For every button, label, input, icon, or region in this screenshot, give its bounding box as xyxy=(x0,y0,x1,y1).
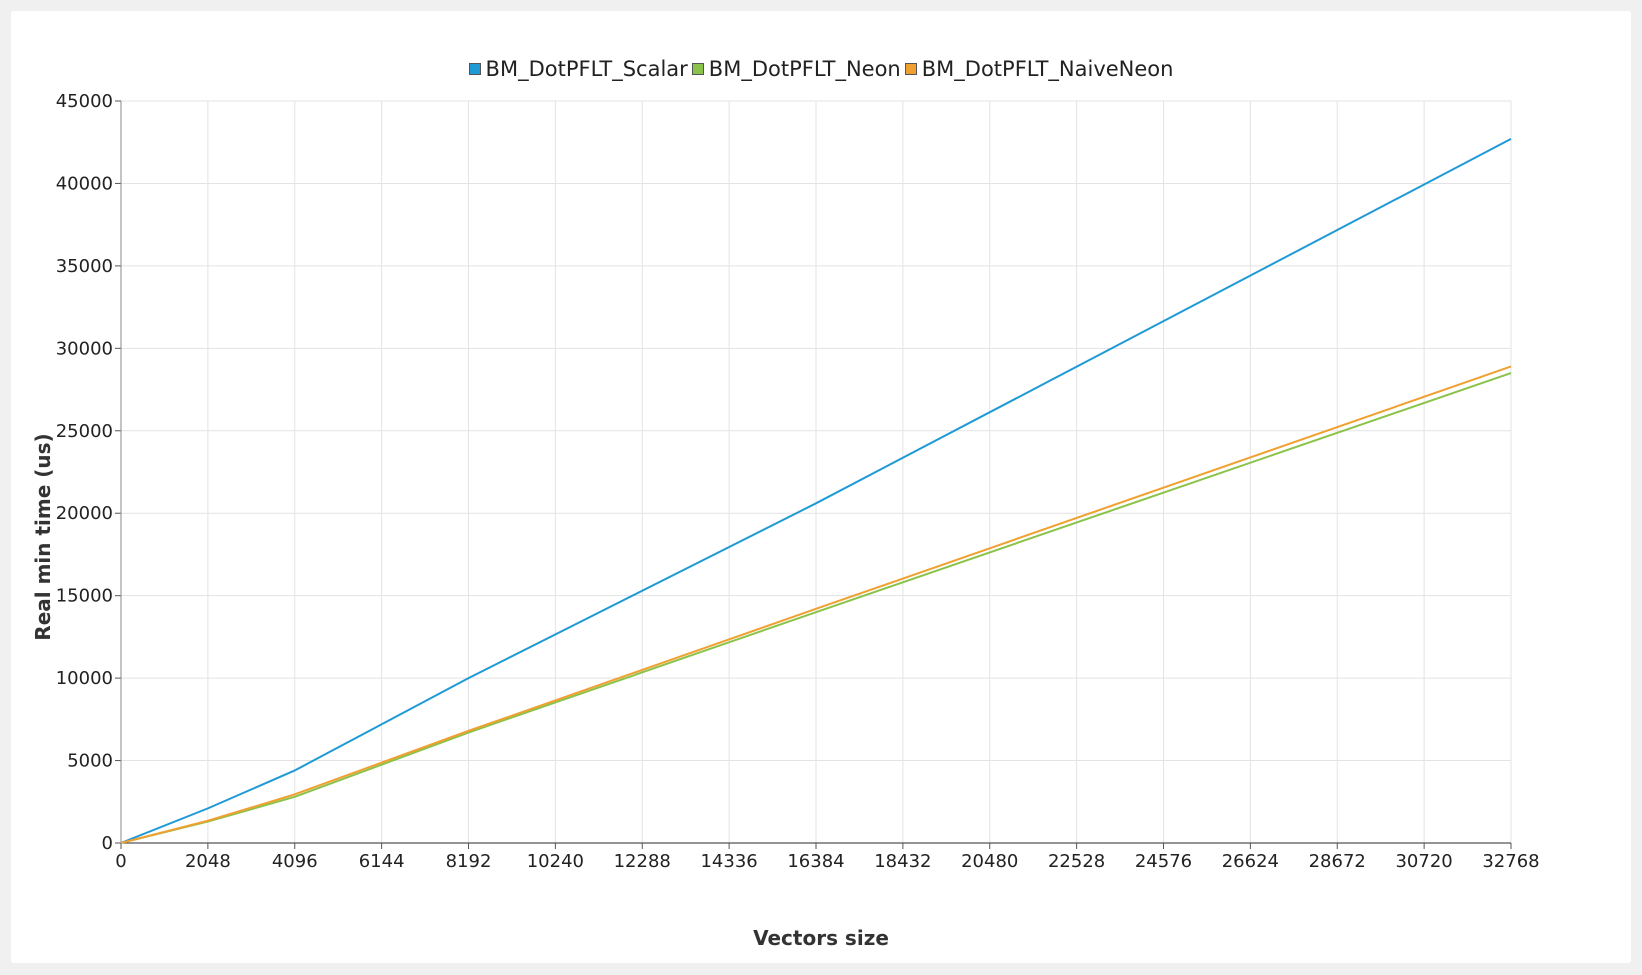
y-tick-label: 20000 xyxy=(56,503,113,524)
x-tick-label: 16384 xyxy=(787,851,844,872)
grid-lines xyxy=(115,100,1512,849)
chart-plot: 0 2048 4096 6144 8192 10240 12288 14336 16384 184… xyxy=(56,91,1540,872)
y-tick-label: 30000 xyxy=(56,338,113,359)
x-tick-label: 14336 xyxy=(700,851,757,872)
y-tick-label: 25000 xyxy=(56,421,113,442)
y-tick-label: 45000 xyxy=(56,91,113,112)
x-tick-label: 0 xyxy=(115,851,126,872)
y-tick-label: 0 xyxy=(102,833,113,854)
x-tick-label: 4096 xyxy=(272,851,318,872)
tick-labels: 0 2048 4096 6144 8192 10240 12288 14336 16384 184… xyxy=(56,91,1540,872)
legend: BM_DotPFLT_Scalar BM_DotPFLT_Neon BM_Dot… xyxy=(11,57,1631,81)
x-tick-label: 18432 xyxy=(874,851,931,872)
x-tick-label: 6144 xyxy=(359,851,405,872)
y-tick-label: 40000 xyxy=(56,173,113,194)
series-line-scalar xyxy=(120,138,1512,844)
y-tick-label: 5000 xyxy=(67,751,113,772)
x-tick-label: 32768 xyxy=(1482,851,1539,872)
legend-item-naive-neon[interactable]: BM_DotPFLT_NaiveNeon xyxy=(904,57,1174,81)
x-axis-label: Vectors size xyxy=(753,926,889,950)
y-tick-label: 35000 xyxy=(56,256,113,277)
y-axis-label-wrap: Real min time (us) xyxy=(25,407,61,667)
legend-label-naive-neon: BM_DotPFLT_NaiveNeon xyxy=(921,57,1174,81)
x-tick-label: 10240 xyxy=(527,851,584,872)
legend-swatch-neon xyxy=(691,63,704,75)
legend-item-scalar[interactable]: BM_DotPFLT_Scalar xyxy=(468,57,688,81)
x-tick-label: 20480 xyxy=(961,851,1018,872)
legend-label-neon: BM_DotPFLT_Neon xyxy=(708,57,901,81)
legend-swatch-scalar xyxy=(468,63,481,75)
x-tick-label: 28672 xyxy=(1309,851,1366,872)
legend-item-neon[interactable]: BM_DotPFLT_Neon xyxy=(691,57,901,81)
x-tick-label: 26624 xyxy=(1222,851,1279,872)
legend-swatch-naive-neon xyxy=(904,63,917,75)
y-tick-label: 15000 xyxy=(56,586,113,607)
chart-panel: 0 2048 4096 6144 8192 10240 12288 14336 16384 184… xyxy=(11,11,1631,963)
y-axis-label: Real min time (us) xyxy=(31,433,55,641)
series-line-naive-neon xyxy=(120,365,1512,844)
x-tick-label: 22528 xyxy=(1048,851,1105,872)
y-tick-label: 10000 xyxy=(56,668,113,689)
x-tick-label: 24576 xyxy=(1135,851,1192,872)
x-tick-label: 30720 xyxy=(1395,851,1452,872)
x-tick-label: 2048 xyxy=(185,851,231,872)
x-tick-label: 12288 xyxy=(614,851,671,872)
series-lines xyxy=(120,138,1512,844)
legend-label-scalar: BM_DotPFLT_Scalar xyxy=(485,57,688,81)
x-tick-label: 8192 xyxy=(446,851,492,872)
